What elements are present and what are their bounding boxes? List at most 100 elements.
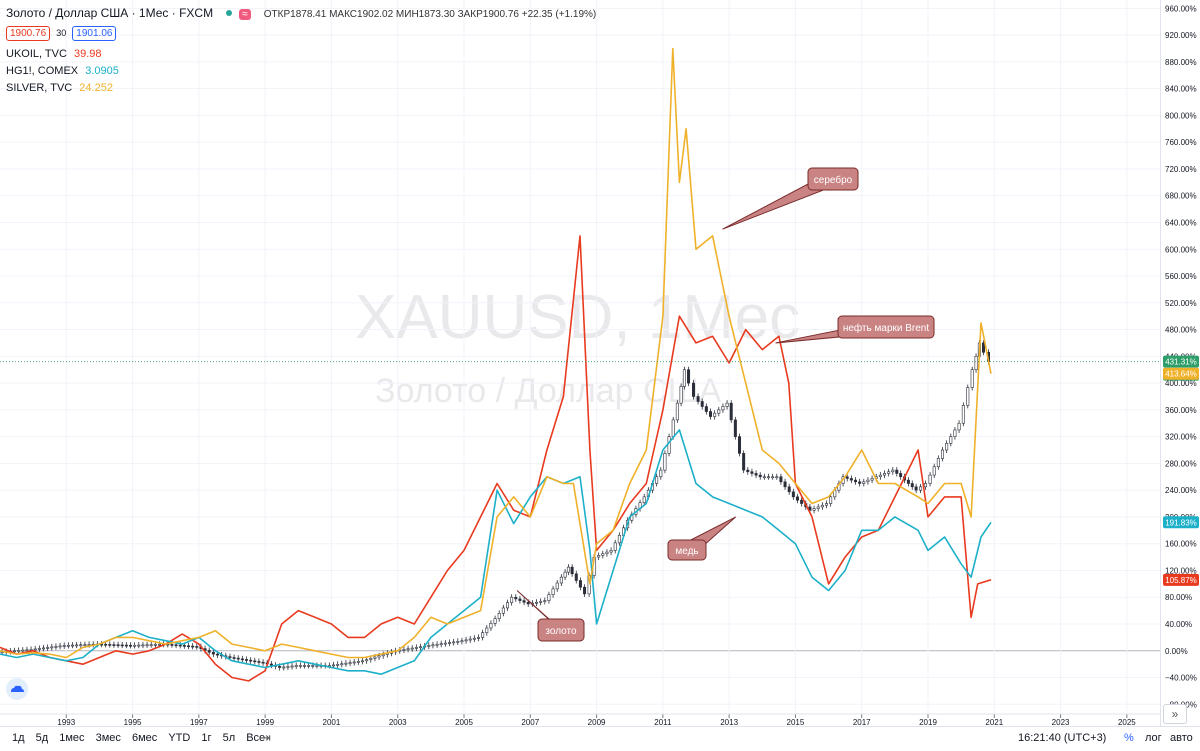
gold-candle [236, 657, 240, 660]
gold-candle [182, 645, 186, 647]
gold-candle [895, 469, 899, 474]
x-tick-label: 1995 [124, 718, 142, 726]
gold-candle [605, 551, 609, 555]
legend-item-copper[interactable]: HG1!, COMEX 3.0905 [6, 65, 119, 77]
gold-candle [682, 369, 686, 387]
timeframe-1y[interactable]: 1г [201, 732, 212, 744]
price-badge-bg [1163, 573, 1199, 586]
gold-candle [435, 643, 439, 646]
gold-candle [174, 644, 178, 647]
y-tick-label: 80.00% [1165, 593, 1192, 602]
x-tick-label: 2009 [588, 718, 606, 726]
gold-candle [932, 466, 936, 476]
gold-candle [476, 637, 480, 639]
x-tick-label: 1993 [57, 718, 75, 726]
timeframe-6m[interactable]: 6мес [131, 732, 158, 744]
annotation-callout: медь [667, 516, 737, 561]
gold-candle [882, 473, 886, 476]
x-tick-label: 2001 [323, 718, 341, 726]
scroll-to-end-button[interactable]: » [1163, 704, 1187, 724]
y-tick-label: 720.00% [1165, 165, 1197, 174]
clock-time[interactable]: 16:21:40 (UTC+3) [1018, 732, 1107, 744]
gold-candle [116, 644, 120, 647]
gold-candle [75, 644, 79, 647]
y-tick-label: 240.00% [1165, 486, 1197, 495]
price-badge: 413.64% [1165, 370, 1197, 379]
gold-candle [526, 601, 530, 605]
market-status-icon [226, 10, 233, 16]
percent-scale-button[interactable]: % [1124, 732, 1134, 744]
price-badge: 105.87% [1165, 576, 1197, 585]
x-tick-label: 2007 [521, 718, 539, 726]
gold-candle [356, 661, 360, 663]
gold-candle [812, 508, 816, 511]
gold-candle [551, 588, 555, 596]
gold-candle [849, 478, 853, 481]
gold-candle [667, 436, 671, 454]
gold-candle [919, 486, 923, 491]
gold-candle [659, 469, 663, 478]
gold-candle [13, 650, 17, 653]
gold-candle [510, 596, 514, 603]
timeframe-3m[interactable]: 3мес [95, 732, 121, 744]
timeframe-5d[interactable]: 5д [35, 732, 49, 744]
gold-candle [331, 664, 335, 667]
gold-candle [456, 641, 460, 643]
x-tick-label: 2011 [654, 718, 672, 726]
gold-candle [108, 644, 112, 646]
x-tick-label: 2003 [389, 718, 407, 726]
callout-label: медь [675, 546, 698, 557]
gold-candle [758, 474, 762, 478]
gold-candle [360, 660, 364, 663]
gold-candle [149, 644, 153, 646]
timeframe-ytd[interactable]: YTD [168, 732, 191, 744]
date-range-icon[interactable]: ⇥ [260, 730, 271, 745]
gold-candle [282, 666, 286, 669]
gold-candle [609, 550, 613, 553]
symbol-title[interactable]: Золото / Доллар США · 1Мес · FXCM [6, 6, 214, 20]
gold-candle [447, 642, 451, 644]
gold-candle [153, 644, 157, 646]
gold-candle [800, 499, 804, 504]
gold-candle [583, 586, 587, 595]
y-tick-label: 520.00% [1165, 299, 1197, 308]
callout-box [537, 618, 585, 642]
gold-candle [481, 632, 485, 638]
gold-candle [410, 647, 414, 650]
sell-price-button[interactable]: 1900.76 [6, 26, 51, 41]
log-scale-button[interactable]: лог [1145, 732, 1162, 744]
timeframe-5y[interactable]: 5л [222, 732, 236, 744]
price-badge-bg [1163, 367, 1199, 380]
legend-name: UKOIL, TVC [6, 48, 67, 60]
gold-candle [245, 659, 249, 661]
compare-icon[interactable]: ≈ [239, 9, 251, 20]
legend-item-ukoil[interactable]: UKOIL, TVC 39.98 [6, 48, 102, 60]
gold-candle [543, 600, 547, 602]
gold-candle [754, 473, 758, 476]
tradingview-logo-icon[interactable] [6, 678, 28, 700]
timeframe-1d[interactable]: 1д [12, 732, 25, 744]
gold-candle [369, 658, 373, 660]
gold-candle [79, 644, 83, 647]
price-axis[interactable]: 960.00% 920.00% 880.00% 840.00% 800.00% 760.0… [1160, 0, 1200, 726]
gold-candle [278, 666, 282, 668]
gold-candle [257, 661, 261, 663]
gold-candle [700, 401, 704, 407]
gold-candle [129, 644, 133, 647]
timeframe-all[interactable]: Все [246, 732, 266, 744]
auto-scale-button[interactable]: авто [1170, 732, 1193, 744]
gold-candle [104, 643, 108, 646]
buy-price-button[interactable]: 1901.06 [72, 26, 117, 41]
gold-candle [679, 386, 683, 404]
gold-candle [493, 618, 497, 624]
gold-candle [570, 566, 574, 575]
gold-candle [406, 648, 410, 651]
legend-item-silver[interactable]: SILVER, TVC 24.252 [6, 82, 113, 94]
price-badge-bg [1163, 355, 1199, 368]
timeframe-1m[interactable]: 1мес [59, 732, 85, 744]
gold-candle [178, 644, 182, 647]
gold-candle [464, 639, 468, 642]
legend-name: HG1!, COMEX [6, 65, 79, 77]
gold-candle [505, 602, 509, 609]
chart-area[interactable]: XAUUSD, 1Мес Золото / Доллар США 1993 199… [0, 0, 1160, 726]
